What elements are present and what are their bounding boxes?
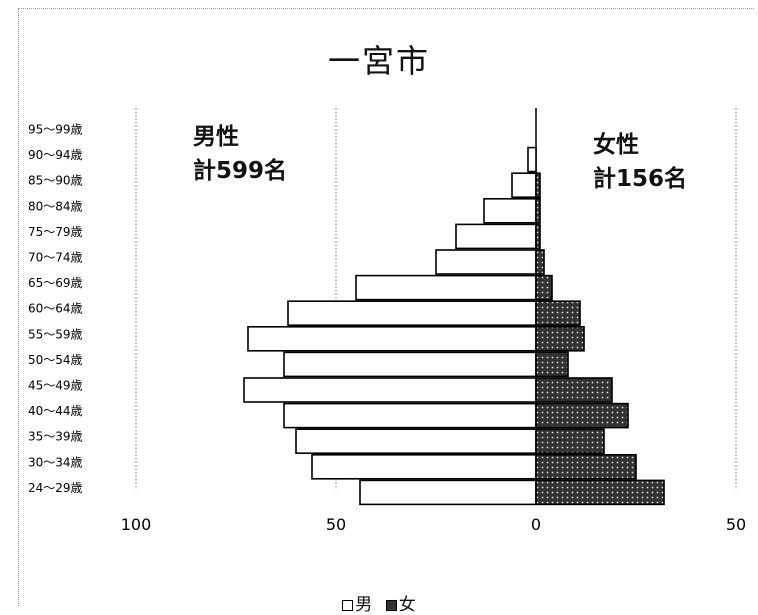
age-label-0: 95〜99歳 [28,123,83,137]
bar-male-14 [359,479,537,506]
bar-male-4 [455,223,537,250]
x-tick-label-3: 50 [726,515,746,534]
bar-male-2 [511,172,537,198]
legend-male-label: 男 [355,595,373,615]
bar-male-7 [287,300,537,327]
bar-male-10 [243,377,537,403]
age-label-3: 80〜84歳 [28,199,83,213]
female-label-title: 女性 [593,132,639,158]
bar-male-11 [283,402,537,429]
bar-female-14 [535,479,665,506]
bar-female-10 [535,377,613,403]
bar-male-12 [295,428,537,455]
bar-female-6 [535,274,553,301]
age-label-9: 50〜54歳 [28,353,83,367]
age-label-6: 65〜69歳 [28,276,83,290]
age-label-8: 55〜59歳 [28,327,83,341]
bar-female-5 [535,249,545,275]
chart-legend: 男 女 [0,590,758,615]
age-label-14: 24〜29歳 [28,481,83,495]
female-total-annotation: 女性 計156名 [593,128,687,196]
chart-title: 一宮市 [327,42,430,80]
x-tick-label-2: 0 [531,515,541,534]
bar-male-9 [283,351,537,378]
legend-female-label: 女 [398,595,416,615]
male-label-title: 男性 [193,124,239,150]
bar-female-12 [535,428,605,455]
bar-male-8 [247,325,537,352]
x-tick-label-0: 100 [121,515,152,534]
bar-female-8 [535,325,585,352]
bar-male-13 [311,453,537,480]
age-label-12: 35〜39歳 [28,430,83,444]
age-label-2: 85〜90歳 [28,174,83,188]
age-label-4: 75〜79歳 [28,225,83,239]
chart-frame [18,8,754,606]
bar-female-11 [535,402,629,429]
age-label-7: 60〜64歳 [28,302,83,316]
x-tick-label-1: 50 [326,515,346,534]
age-label-10: 45〜49歳 [28,379,83,393]
bar-male-1 [527,146,537,173]
male-total-annotation: 男性 計599名 [193,120,287,188]
bar-female-13 [535,453,637,480]
age-label-11: 40〜44歳 [28,404,83,418]
bar-male-3 [483,198,537,224]
legend-male-swatch [342,600,354,611]
age-label-1: 90〜94歳 [28,148,83,162]
bar-female-3 [535,198,541,224]
bar-female-4 [535,223,541,250]
bar-male-6 [355,274,537,301]
bar-female-7 [535,300,581,327]
legend-female-swatch [385,600,397,611]
bar-male-5 [435,249,537,275]
bar-female-9 [535,351,569,378]
female-label-total: 計156名 [593,166,688,192]
male-label-total: 計599名 [193,158,288,184]
age-label-5: 70〜74歳 [28,251,83,265]
age-label-13: 30〜34歳 [28,455,83,469]
bar-female-2 [535,172,541,198]
